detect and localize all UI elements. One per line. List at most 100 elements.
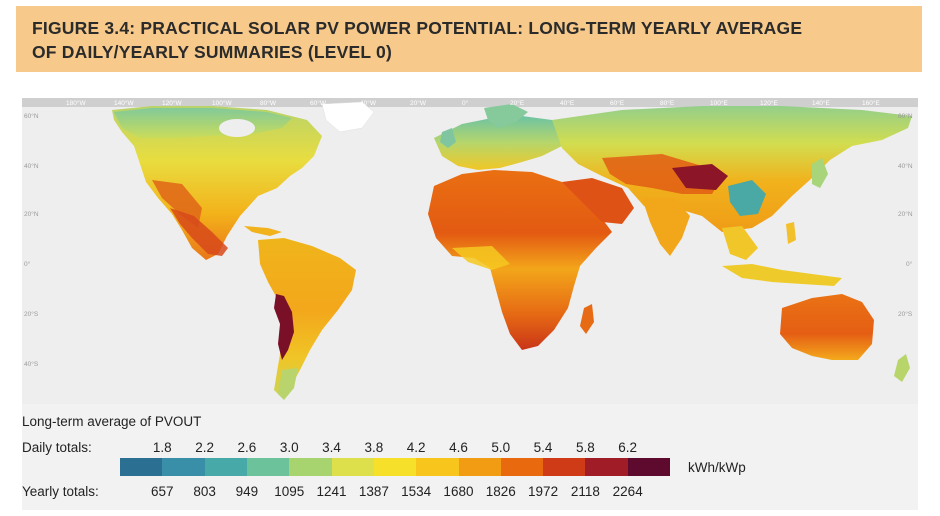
figure-title-banner: FIGURE 3.4: PRACTICAL SOLAR PV POWER POT…	[16, 6, 922, 72]
yearly-total-tick: 949	[235, 484, 259, 499]
daily-total-tick: 3.4	[322, 440, 341, 455]
sichuan-basin	[728, 180, 766, 216]
lat-label: 20°S	[898, 310, 913, 318]
daily-total-tick: 4.6	[449, 440, 468, 455]
color-segment	[543, 458, 586, 476]
madagascar	[580, 304, 594, 334]
color-segment	[120, 458, 163, 476]
color-segment	[627, 458, 671, 476]
lon-label: 40°E	[560, 99, 575, 107]
lon-label: 60°E	[610, 99, 625, 107]
daily-total-tick: 5.8	[575, 440, 595, 455]
africa	[428, 170, 612, 350]
latitude-labels-right: 60°N 40°N 20°N 0° 20°S	[898, 112, 913, 318]
lat-label: 60°N	[24, 112, 39, 120]
color-segment	[458, 458, 501, 476]
yearly-total-tick: 657	[151, 484, 174, 499]
lat-label: 40°S	[24, 360, 39, 368]
color-segment	[246, 458, 290, 476]
lat-label: 0°	[906, 260, 913, 268]
daily-total-tick: 5.4	[533, 440, 553, 455]
indochina	[722, 226, 758, 260]
lat-label: 40°N	[24, 162, 39, 170]
mexico	[170, 208, 228, 256]
britain	[440, 128, 456, 148]
yearly-total-tick: 1241	[316, 484, 347, 499]
color-segment	[204, 458, 247, 476]
lon-label: 160°E	[862, 99, 880, 107]
lat-label: 0°	[24, 260, 31, 268]
arabia	[562, 178, 634, 224]
pvout-legend: Long-term average of PVOUT Daily totals:…	[22, 404, 918, 510]
lon-label: 180°W	[66, 99, 86, 107]
lon-label: 120°E	[760, 99, 778, 107]
figure-title-line-1: FIGURE 3.4: PRACTICAL SOLAR PV POWER POT…	[32, 18, 803, 38]
yearly-total-tick: 2118	[570, 484, 600, 499]
tibet	[672, 164, 728, 190]
hudson-bay	[219, 119, 255, 137]
daily-total-tick: 4.2	[406, 440, 426, 455]
lon-label: 140°E	[812, 99, 830, 107]
philippines	[786, 222, 796, 244]
color-scale-bar	[120, 458, 671, 476]
lon-label: 100°W	[212, 99, 232, 107]
color-segment	[289, 458, 332, 476]
lon-label: 60°W	[310, 99, 327, 107]
india	[642, 198, 690, 256]
new-zealand	[894, 354, 910, 382]
lon-label: 20°W	[410, 99, 427, 107]
lat-label: 40°N	[898, 162, 913, 170]
australia	[780, 294, 874, 360]
color-segment	[500, 458, 544, 476]
lon-label: 80°E	[660, 99, 675, 107]
color-segment	[373, 458, 417, 476]
west-africa-coast	[452, 246, 510, 270]
longitude-labels: 180°W 140°W 120°W 100°W 80°W 60°W 40°W 2…	[66, 99, 880, 107]
japan	[812, 158, 828, 188]
lon-label: 80°W	[260, 99, 277, 107]
color-segment	[162, 458, 205, 476]
yearly-total-tick: 1826	[485, 484, 516, 499]
latitude-labels-left: 60°N 40°N 20°N 0° 20°S 40°S	[24, 112, 39, 368]
yearly-total-tick: 1534	[401, 484, 432, 499]
daily-total-tick: 3.0	[279, 440, 299, 455]
patagonia	[278, 368, 298, 400]
europe	[434, 116, 570, 170]
top-strip	[22, 98, 918, 107]
color-segment	[331, 458, 374, 476]
asia	[552, 106, 912, 232]
indonesia	[722, 264, 842, 286]
yearly-total-tick: 1680	[443, 484, 474, 499]
lat-label: 20°N	[24, 210, 39, 218]
daily-total-tick: 2.6	[237, 440, 257, 455]
legend-title: Long-term average of PVOUT	[22, 414, 202, 429]
daily-total-tick: 3.8	[364, 440, 384, 455]
unit-label: kWh/kWp	[688, 460, 746, 475]
lat-label: 20°S	[24, 310, 39, 318]
figure-title-line-2: OF DAILY/YEARLY SUMMARIES (LEVEL 0)	[32, 42, 392, 62]
lon-label: 0°	[462, 99, 469, 107]
color-segment	[585, 458, 628, 476]
lat-label: 20°N	[898, 210, 913, 218]
north-america	[112, 106, 322, 260]
lon-label: 120°W	[162, 99, 182, 107]
daily-total-tick: 6.2	[618, 440, 638, 455]
yearly-total-tick: 1972	[528, 484, 559, 499]
scandinavia	[484, 104, 528, 128]
lon-label: 20°E	[510, 99, 525, 107]
daily-total-tick: 1.8	[152, 440, 172, 455]
daily-total-tick: 2.2	[195, 440, 214, 455]
lon-label: 140°W	[114, 99, 134, 107]
daily-totals-label: Daily totals:	[22, 440, 92, 455]
yearly-total-tick: 1095	[274, 484, 305, 499]
color-segment	[416, 458, 459, 476]
yearly-total-tick: 803	[193, 484, 216, 499]
yearly-total-tick: 2264	[612, 484, 643, 499]
daily-total-tick: 5.0	[491, 440, 511, 455]
lon-label: 40°W	[360, 99, 377, 107]
caribbean	[244, 226, 282, 236]
lon-label: 100°E	[710, 99, 728, 107]
atacama-andes	[274, 294, 294, 360]
world-pv-potential-map: 180°W 140°W 120°W 100°W 80°W 60°W 40°W 2…	[22, 98, 918, 404]
greenland	[321, 101, 375, 133]
